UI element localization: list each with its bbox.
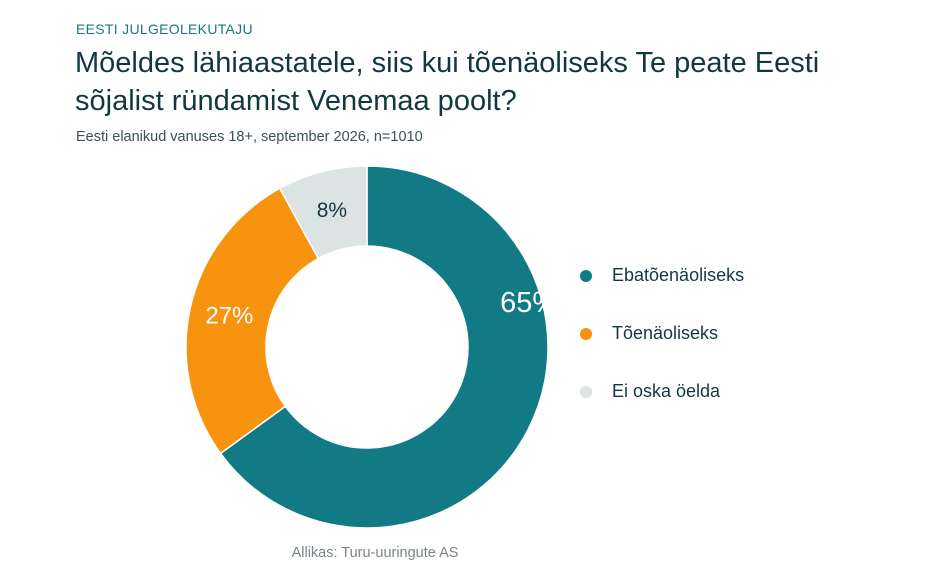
slice-value-label-3: 8% — [317, 199, 347, 222]
legend-swatch — [580, 270, 592, 282]
source-note: Allikas: Turu-uuringute AS — [291, 545, 459, 561]
slice-value-label-2: 27% — [205, 303, 253, 330]
donut-slice-1 — [219, 165, 549, 529]
donut-slice-2 — [185, 187, 320, 455]
donut-slice-labels: 65% 27% 8% — [205, 199, 558, 330]
donut-slice-3 — [278, 165, 368, 260]
kicker-label: EESTI JULGEOLEKUTAJU — [76, 21, 253, 37]
legend-swatch — [580, 386, 592, 398]
donut-slices — [185, 165, 549, 529]
legend-label: Ebatõenäoliseks — [612, 265, 745, 285]
legend-swatch — [580, 328, 592, 340]
legend-label: Tõenäoliseks — [612, 323, 719, 343]
chart-subtitle: Eesti elanikud vanuses 18+, september 20… — [76, 129, 423, 145]
chart-title: Mõeldes lähiaastatele, siis kui tõenäoli… — [75, 47, 820, 117]
legend-label: Ei oska öelda — [612, 381, 721, 401]
slice-value-label-1: 65% — [500, 287, 558, 319]
